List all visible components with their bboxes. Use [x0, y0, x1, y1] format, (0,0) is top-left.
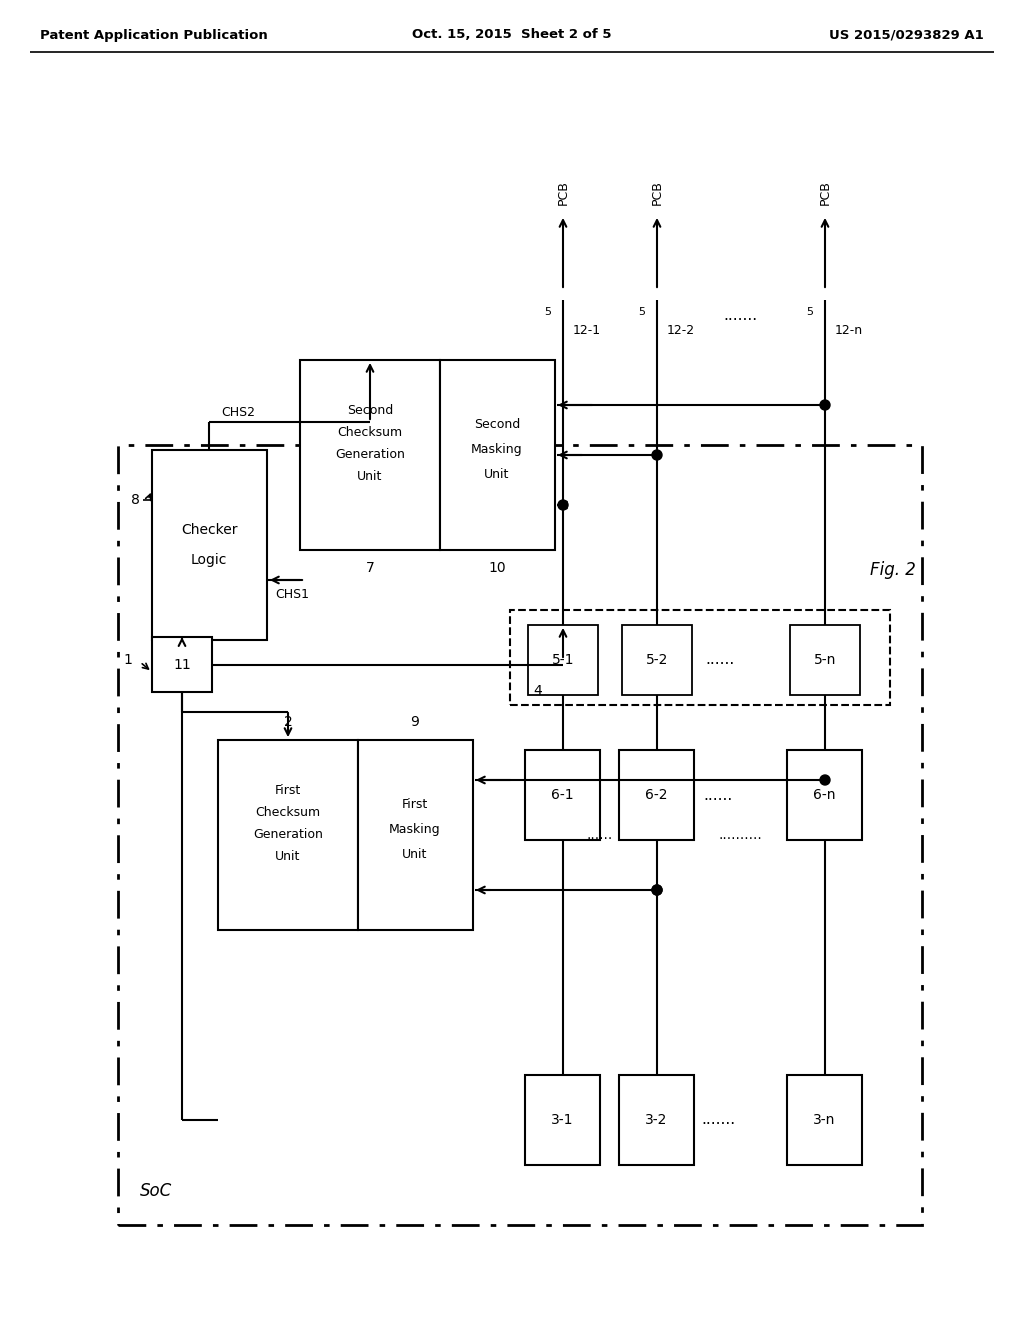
Text: 6-n: 6-n — [813, 788, 836, 803]
Text: 10: 10 — [488, 561, 506, 576]
Bar — [152, 450, 267, 640]
Text: 5: 5 — [806, 308, 813, 317]
Text: Oct. 15, 2015  Sheet 2 of 5: Oct. 15, 2015 Sheet 2 of 5 — [413, 29, 611, 41]
Text: 9: 9 — [411, 715, 420, 729]
Text: ......: ...... — [706, 652, 734, 668]
Text: 12-n: 12-n — [835, 323, 863, 337]
Text: US 2015/0293829 A1: US 2015/0293829 A1 — [829, 29, 984, 41]
Text: PCB: PCB — [818, 180, 831, 205]
Text: Unit: Unit — [402, 849, 428, 862]
Text: 5: 5 — [544, 308, 551, 317]
Text: 6-2: 6-2 — [645, 788, 668, 803]
Circle shape — [652, 884, 662, 895]
Text: Unit: Unit — [357, 470, 383, 483]
Text: Generation: Generation — [335, 449, 404, 462]
Bar — [787, 750, 862, 840]
Text: ......: ...... — [587, 828, 613, 842]
Text: Generation: Generation — [253, 829, 323, 842]
Text: 3-n: 3-n — [813, 1113, 836, 1127]
Text: Unit: Unit — [275, 850, 301, 863]
Text: ..........: .......... — [718, 828, 762, 842]
Text: Masking: Masking — [471, 444, 523, 457]
Text: Checker: Checker — [181, 523, 238, 537]
Bar — [440, 360, 555, 550]
Text: First: First — [274, 784, 301, 796]
Text: Masking: Masking — [389, 824, 440, 837]
Text: 4: 4 — [534, 684, 543, 698]
Text: 11: 11 — [173, 657, 190, 672]
Text: Fig. 2: Fig. 2 — [870, 561, 915, 579]
Text: Logic: Logic — [190, 553, 227, 568]
Text: 12-1: 12-1 — [573, 323, 601, 337]
Bar — [622, 624, 692, 696]
Text: 5-n: 5-n — [814, 653, 837, 667]
Bar — [787, 1074, 862, 1166]
Text: Unit: Unit — [484, 469, 510, 482]
Text: Patent Application Publication: Patent Application Publication — [40, 29, 267, 41]
Text: CHS2: CHS2 — [221, 405, 255, 418]
Bar — [525, 750, 600, 840]
Text: .......: ....... — [723, 308, 757, 322]
Text: 12-2: 12-2 — [667, 323, 695, 337]
Bar — [790, 624, 860, 696]
Text: Checksum: Checksum — [338, 426, 402, 440]
Text: Second: Second — [347, 404, 393, 417]
Circle shape — [558, 500, 568, 510]
Text: 7: 7 — [366, 561, 375, 576]
Text: PCB: PCB — [556, 180, 569, 205]
Text: 6-1: 6-1 — [551, 788, 573, 803]
Circle shape — [652, 884, 662, 895]
Text: PCB: PCB — [650, 180, 664, 205]
Circle shape — [820, 775, 830, 785]
Bar — [218, 741, 358, 931]
Text: 8: 8 — [131, 492, 140, 507]
Bar — [152, 638, 212, 692]
Bar — [510, 610, 890, 705]
Circle shape — [652, 450, 662, 459]
Bar — [618, 750, 694, 840]
Bar — [528, 624, 598, 696]
Text: 3-1: 3-1 — [551, 1113, 573, 1127]
Text: 5-2: 5-2 — [646, 653, 669, 667]
Bar — [300, 360, 440, 550]
Text: 3-2: 3-2 — [645, 1113, 668, 1127]
Circle shape — [820, 400, 830, 411]
Text: Checksum: Checksum — [255, 807, 321, 820]
Text: 2: 2 — [284, 715, 293, 729]
Bar — [525, 1074, 600, 1166]
Text: ......: ...... — [703, 788, 732, 803]
Bar — [618, 1074, 694, 1166]
Bar — [118, 445, 922, 1225]
Text: 5-1: 5-1 — [552, 653, 574, 667]
Text: Second: Second — [474, 418, 520, 432]
Text: SoC: SoC — [140, 1181, 172, 1200]
Bar — [358, 741, 473, 931]
Text: First: First — [401, 799, 428, 812]
Text: 1: 1 — [123, 653, 132, 667]
Text: 5: 5 — [638, 308, 645, 317]
Text: CHS1: CHS1 — [275, 589, 309, 602]
Text: .......: ....... — [701, 1113, 735, 1127]
